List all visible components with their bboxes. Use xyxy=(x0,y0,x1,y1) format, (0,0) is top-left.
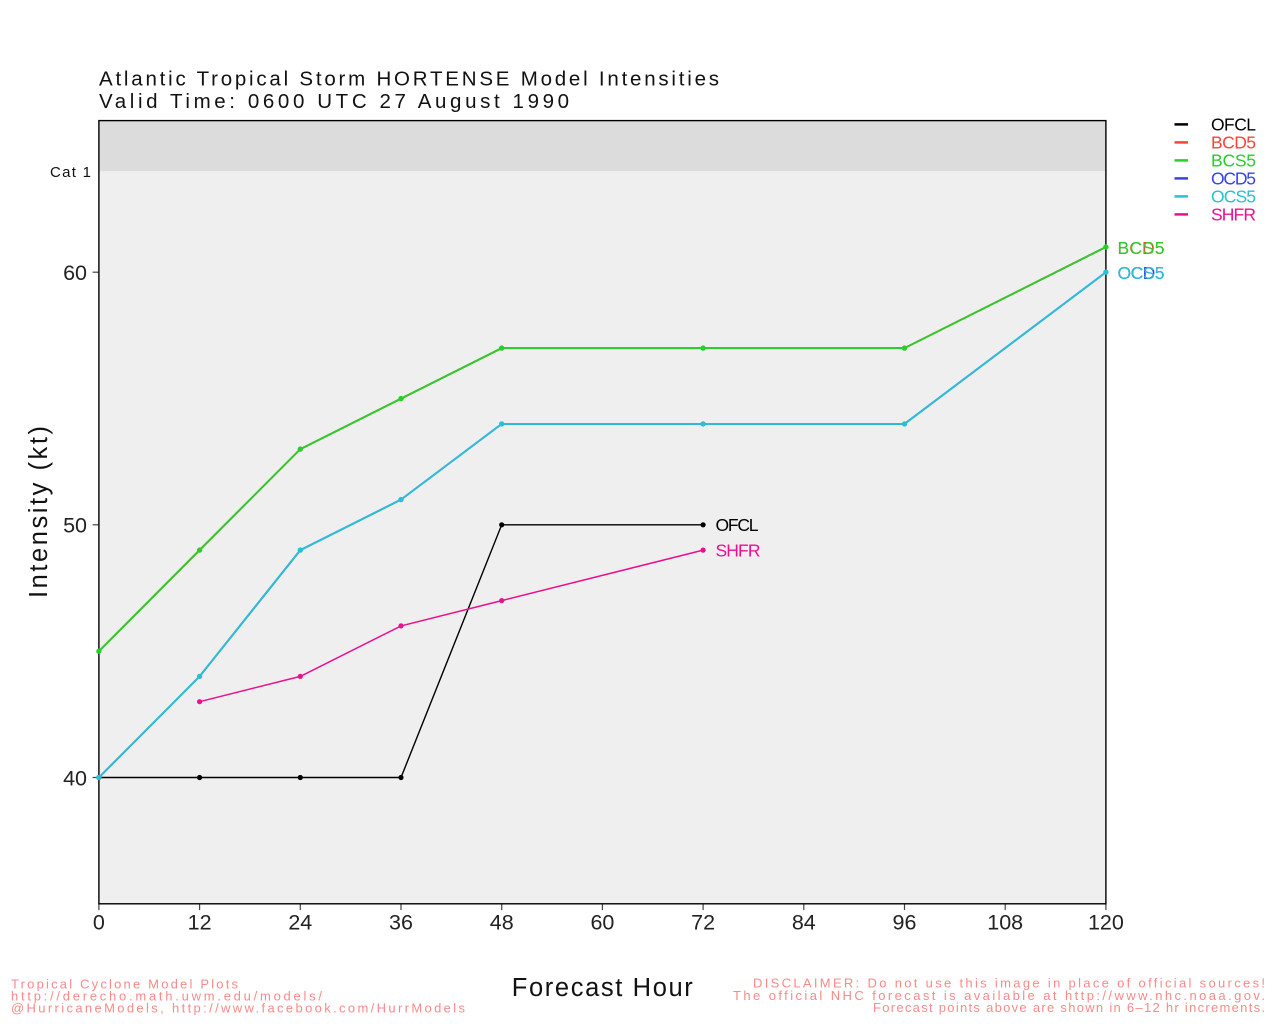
svg-text:60: 60 xyxy=(590,911,614,935)
svg-text:Atlantic Tropical Storm HORTEN: Atlantic Tropical Storm HORTENSE Model I… xyxy=(99,68,719,91)
svg-text:36: 36 xyxy=(389,911,413,935)
svg-text:Forecast Hour: Forecast Hour xyxy=(512,974,694,1002)
svg-text:60: 60 xyxy=(63,261,87,285)
svg-text:96: 96 xyxy=(893,911,917,935)
svg-text:BCS5: BCS5 xyxy=(1118,238,1165,258)
svg-text:Intensity (kt): Intensity (kt) xyxy=(25,426,53,598)
svg-text:@HurricaneModels, http://www.f: @HurricaneModels, http://www.facebook.co… xyxy=(11,1001,465,1016)
svg-text:SHFR: SHFR xyxy=(1211,205,1256,225)
svg-text:72: 72 xyxy=(691,911,715,935)
svg-text:Forecast points above are show: Forecast points above are shown in 6–12 … xyxy=(873,1000,1265,1015)
svg-text:BCD5: BCD5 xyxy=(1118,238,1165,258)
svg-text:12: 12 xyxy=(188,911,212,935)
svg-text:BCS5: BCS5 xyxy=(1211,151,1256,171)
svg-text:50: 50 xyxy=(63,514,87,538)
svg-text:BCD5: BCD5 xyxy=(1211,133,1256,153)
svg-text:OCD5: OCD5 xyxy=(1211,169,1256,189)
svg-text:OFCL: OFCL xyxy=(1211,115,1256,135)
svg-text:The official NHC forecast is a: The official NHC forecast is available a… xyxy=(733,988,1265,1003)
svg-text:0: 0 xyxy=(93,911,105,935)
svg-text:OCD5: OCD5 xyxy=(1118,263,1165,283)
svg-text:120: 120 xyxy=(1088,911,1124,935)
svg-text:SHFR: SHFR xyxy=(716,541,761,561)
svg-text:84: 84 xyxy=(792,911,816,935)
svg-text:http://derecho.math.uwm.edu/mo: http://derecho.math.uwm.edu/models/ xyxy=(11,989,322,1004)
svg-text:108: 108 xyxy=(987,911,1023,935)
svg-text:Valid Time: 0600 UTC 27 August: Valid Time: 0600 UTC 27 August 1990 xyxy=(99,90,569,113)
svg-text:24: 24 xyxy=(288,911,312,935)
svg-text:OFCL: OFCL xyxy=(716,515,759,535)
svg-text:Cat 1: Cat 1 xyxy=(50,164,91,181)
svg-text:48: 48 xyxy=(490,911,514,935)
svg-text:OCS5: OCS5 xyxy=(1118,263,1165,283)
svg-text:40: 40 xyxy=(63,766,87,790)
svg-text:OCS5: OCS5 xyxy=(1211,187,1256,207)
